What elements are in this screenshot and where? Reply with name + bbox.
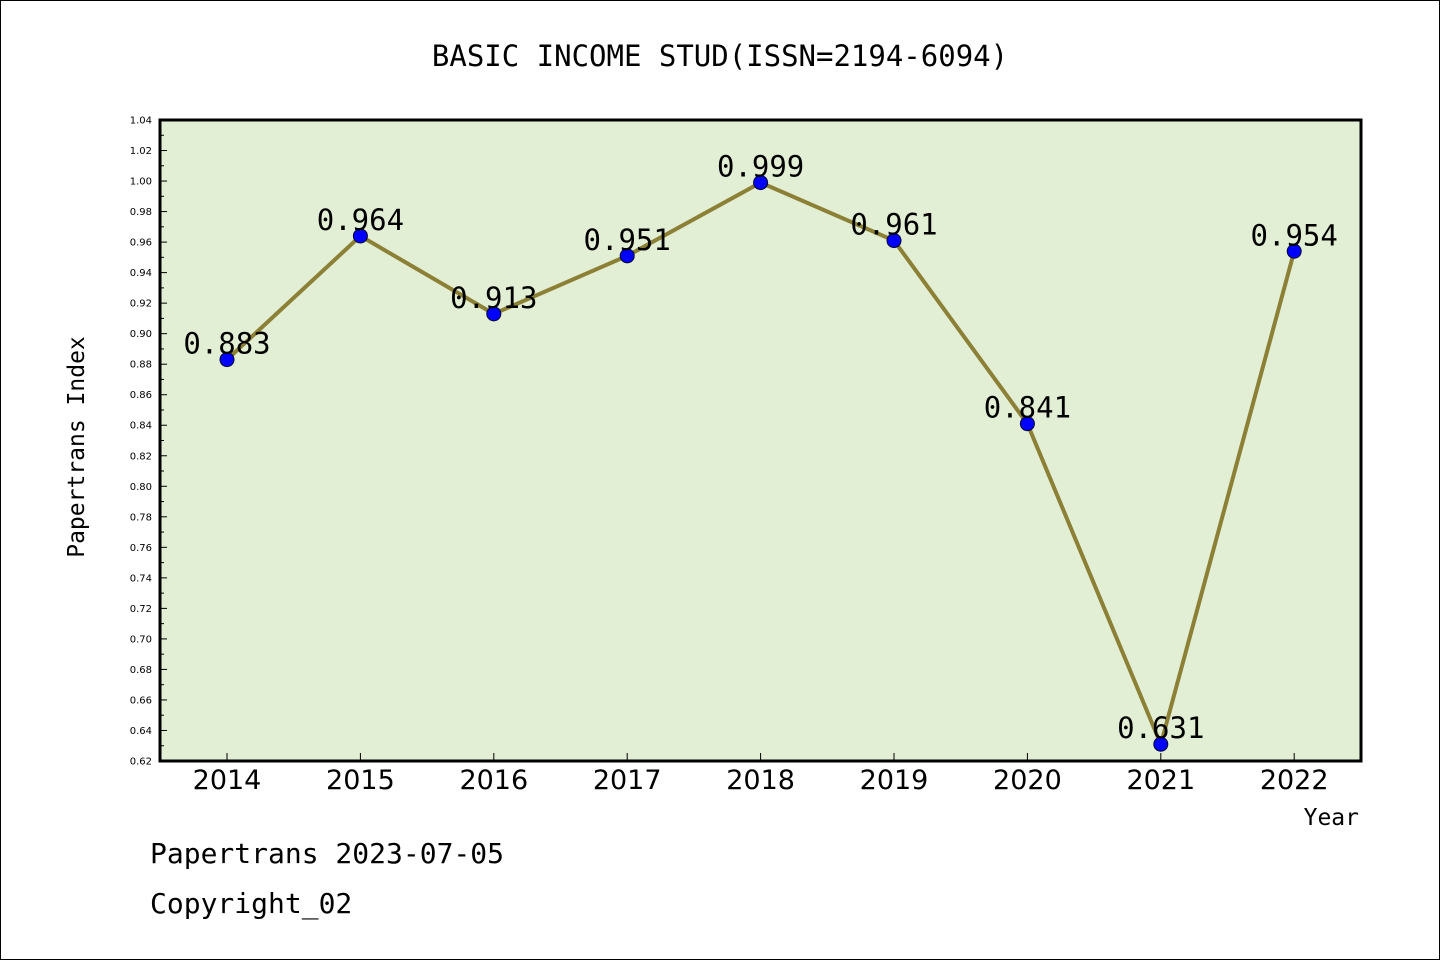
x-axis-label: Year [1304, 805, 1359, 831]
data-point-marker [1286, 243, 1302, 259]
data-point-marker [886, 233, 902, 249]
y-tick-label: 0.66 [130, 695, 152, 706]
data-point-marker [753, 175, 769, 191]
x-tick-label: 2019 [860, 765, 929, 796]
x-tick-label: 2016 [459, 765, 528, 796]
footer-copyright-text: Copyright_02 [150, 887, 352, 921]
marker-group [219, 175, 1302, 752]
y-tick-label: 0.98 [130, 207, 152, 218]
y-axis: 0.62 0.64 0.66 0.68 0.70 0.72 0.74 0.76 0.78 0.80… [130, 116, 167, 768]
y-tick-label: 1.04 [130, 116, 152, 127]
y-tick-label: 0.82 [130, 451, 152, 462]
y-tick-label: 0.96 [130, 238, 152, 249]
x-tick-label: 2014 [193, 765, 262, 796]
footer-date-text: Papertrans 2023-07-05 [150, 837, 504, 870]
y-tick-label: 0.84 [130, 421, 152, 432]
y-tick-label: 0.80 [130, 482, 152, 493]
x-axis: 2014 2015 2016 2017 2018 2019 2020 2021 2022 [193, 753, 1329, 796]
data-label-group: 0.883 0.964 0.913 0.951 0.999 0.961 0.841 0.631… [183, 150, 1338, 746]
y-tick-label: 0.90 [130, 329, 152, 340]
x-tick-label: 2022 [1260, 765, 1329, 796]
y-tick-label: 0.62 [130, 757, 152, 768]
y-tick-label: 0.88 [130, 360, 152, 371]
data-label: 0.883 [183, 327, 270, 361]
y-tick-label: 0.94 [130, 268, 152, 279]
data-label: 0.913 [450, 281, 537, 315]
x-tick-label: 2021 [1126, 765, 1195, 796]
plot-border [158, 118, 1363, 763]
data-point-marker [219, 352, 235, 368]
data-label: 0.954 [1251, 218, 1338, 252]
y-tick-label: 1.02 [130, 146, 152, 157]
plot-area [160, 120, 1361, 761]
x-tick-label: 2017 [593, 765, 662, 796]
y-tick-label: 0.64 [130, 726, 152, 737]
data-point-marker [486, 306, 502, 322]
y-tick-label: 0.72 [130, 604, 152, 615]
data-point-marker [619, 248, 635, 264]
data-label: 0.964 [317, 203, 404, 237]
x-tick-label: 2015 [326, 765, 395, 796]
data-point-marker [352, 228, 368, 244]
y-tick-label: 0.76 [130, 543, 152, 554]
y-tick-label: 1.00 [130, 177, 152, 188]
data-label: 0.631 [1117, 711, 1204, 745]
y-tick-label: 0.78 [130, 512, 152, 523]
y-tick-label: 0.92 [130, 299, 152, 310]
data-point-marker [1019, 416, 1035, 432]
y-tick-label: 0.68 [130, 665, 152, 676]
chart-title: BASIC INCOME STUD(ISSN=2194-6094) [432, 39, 1008, 73]
data-label: 0.841 [984, 391, 1071, 425]
x-tick-label: 2018 [726, 765, 795, 796]
data-label: 0.999 [717, 150, 804, 184]
y-tick-label: 0.74 [130, 573, 152, 584]
y-axis-label: Papertrans Index [64, 336, 90, 558]
data-label: 0.951 [584, 223, 671, 257]
x-tick-label: 2020 [993, 765, 1062, 796]
data-label: 0.961 [850, 208, 937, 242]
y-tick-label: 0.86 [130, 390, 152, 401]
data-point-marker [1153, 736, 1169, 752]
y-tick-label: 0.70 [130, 634, 152, 645]
